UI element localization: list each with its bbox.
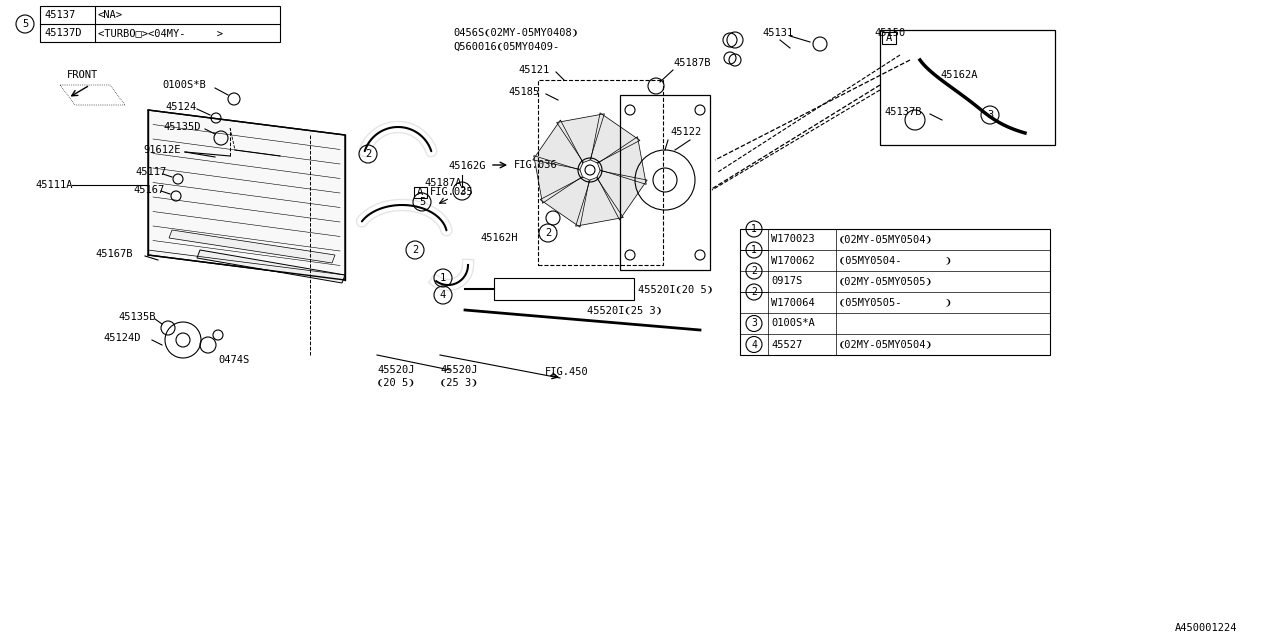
Text: 45135D: 45135D: [163, 122, 201, 132]
Text: 3: 3: [987, 110, 993, 120]
Text: FIG.036: FIG.036: [515, 160, 558, 170]
Bar: [620, 95, 710, 270]
Polygon shape: [596, 171, 648, 220]
Text: 45520J: 45520J: [440, 365, 477, 375]
Text: 2: 2: [545, 228, 552, 238]
Bar: [494, 278, 634, 300]
Text: 45124D: 45124D: [102, 333, 141, 343]
Text: 5: 5: [22, 19, 28, 29]
Text: 1: 1: [440, 273, 447, 283]
Text: ❨25 3❩: ❨25 3❩: [440, 377, 477, 387]
Polygon shape: [532, 120, 582, 169]
Text: A450001224: A450001224: [1175, 623, 1238, 633]
Text: 45135B: 45135B: [118, 312, 155, 322]
Text: 45187A: 45187A: [424, 178, 462, 188]
Text: 45187B: 45187B: [673, 58, 710, 68]
Text: 3: 3: [751, 319, 756, 328]
Text: 91612E: 91612E: [143, 145, 180, 155]
Text: 45167B: 45167B: [95, 249, 133, 259]
Text: ❨02MY-05MY0505❩: ❨02MY-05MY0505❩: [838, 276, 933, 287]
Bar: [413, 186, 426, 198]
Text: 45162G: 45162G: [448, 161, 485, 171]
Text: 0100S*A: 0100S*A: [771, 319, 815, 328]
Text: 45122: 45122: [669, 127, 701, 137]
Polygon shape: [591, 113, 640, 163]
Text: A: A: [886, 33, 892, 43]
Polygon shape: [576, 177, 623, 226]
Text: 4: 4: [751, 339, 756, 349]
Text: 45520I❨25 3❩: 45520I❨25 3❩: [588, 305, 662, 315]
Text: 45117: 45117: [134, 167, 166, 177]
Polygon shape: [557, 114, 604, 163]
Text: 1: 1: [751, 224, 756, 234]
Polygon shape: [148, 110, 346, 280]
Text: 45520I❨20 5❩: 45520I❨20 5❩: [637, 284, 713, 294]
Polygon shape: [534, 156, 582, 204]
Text: ❨05MY0504-       ❩: ❨05MY0504- ❩: [838, 255, 951, 266]
Text: A: A: [417, 187, 424, 197]
Text: W170023: W170023: [771, 234, 815, 244]
Text: ❨02MY-05MY0504❩: ❨02MY-05MY0504❩: [838, 234, 933, 244]
Text: ❨05MY0505-       ❩: ❨05MY0505- ❩: [838, 298, 951, 307]
Text: Q560016❨05MY0409-: Q560016❨05MY0409-: [453, 42, 559, 52]
Polygon shape: [540, 177, 589, 227]
Text: <NA>: <NA>: [99, 10, 123, 20]
Text: 0917S: 0917S: [771, 276, 803, 287]
Text: 45162H: 45162H: [480, 233, 517, 243]
Text: 45124: 45124: [165, 102, 196, 112]
Text: 2: 2: [751, 287, 756, 297]
Bar: [740, 229, 1050, 355]
Text: 45167: 45167: [133, 185, 164, 195]
Text: 5: 5: [419, 197, 425, 207]
Polygon shape: [169, 230, 335, 263]
Text: 2: 2: [412, 245, 419, 255]
Text: FIG.450: FIG.450: [545, 367, 589, 377]
Bar: [881, 30, 1055, 145]
Polygon shape: [197, 250, 346, 283]
Text: 45150: 45150: [874, 28, 905, 38]
Text: 45185: 45185: [508, 87, 539, 97]
Text: 2: 2: [751, 266, 756, 276]
Text: 0456S❨02MY-05MY0408❩: 0456S❨02MY-05MY0408❩: [453, 27, 579, 37]
Text: 4: 4: [440, 290, 447, 300]
Text: 45121: 45121: [518, 65, 549, 75]
Text: ❨20 5❩: ❨20 5❩: [378, 377, 415, 387]
Text: 45137: 45137: [44, 10, 76, 20]
Text: FIG.035: FIG.035: [430, 187, 474, 197]
Text: 45111A: 45111A: [35, 180, 73, 190]
Text: 45137B: 45137B: [884, 107, 922, 117]
Text: 45162A: 45162A: [940, 70, 978, 80]
Text: 45137D: 45137D: [44, 28, 82, 38]
Bar: [40, 6, 280, 42]
Text: 0100S*B: 0100S*B: [163, 80, 206, 90]
Text: 2: 2: [365, 149, 371, 159]
Text: 45527: 45527: [771, 339, 803, 349]
Text: <TURBO□><04MY-     >: <TURBO□><04MY- >: [99, 28, 223, 38]
Text: W170062: W170062: [771, 255, 815, 266]
Text: ❨02MY-05MY0504❩: ❨02MY-05MY0504❩: [838, 339, 933, 349]
Text: 45520J: 45520J: [378, 365, 415, 375]
Text: W170064: W170064: [771, 298, 815, 307]
Text: FRONT: FRONT: [67, 70, 97, 80]
Text: 45131: 45131: [762, 28, 794, 38]
Text: 2: 2: [458, 186, 465, 196]
Text: 1: 1: [751, 245, 756, 255]
Bar: [538, 80, 663, 265]
Text: 0474S: 0474S: [218, 355, 250, 365]
Polygon shape: [598, 137, 646, 184]
Bar: [882, 32, 896, 44]
